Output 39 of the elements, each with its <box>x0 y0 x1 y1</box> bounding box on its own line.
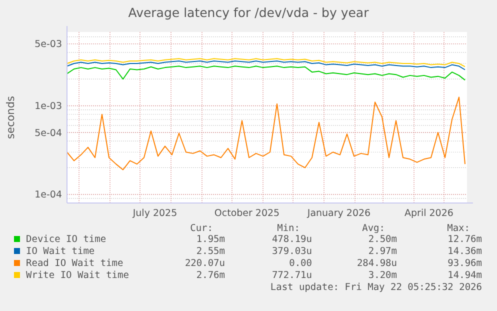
line-series <box>66 66 466 81</box>
text: 2.97m <box>368 246 398 257</box>
x-tick-label: January 2026 <box>306 208 371 219</box>
x-tick-label: April 2026 <box>404 208 454 219</box>
text: 478.19u <box>272 234 312 245</box>
line-series <box>66 58 466 68</box>
legend-label: Write IO Wait time <box>26 270 130 281</box>
line-series <box>66 60 466 70</box>
legend-label: Device IO time <box>26 234 106 245</box>
text: 2.76m <box>196 270 226 281</box>
text: 379.03u <box>272 246 312 257</box>
text: Min: <box>277 223 300 234</box>
x-tick-label: July 2025 <box>132 208 178 219</box>
text: 3.20m <box>368 270 398 281</box>
text: Cur: <box>190 223 213 234</box>
y-tick-label: 1e-04 <box>34 190 62 201</box>
y-tick-label: 5e-04 <box>34 128 62 139</box>
legend-label: IO Wait time <box>26 246 95 257</box>
text: Last update: Fri May 22 05:25:32 2026 <box>270 282 482 293</box>
text: 0.00 <box>289 258 312 269</box>
line-series <box>66 96 466 170</box>
chart-title: Average latency for /dev/vda - by year <box>128 5 370 20</box>
text: 12.76m <box>448 234 482 245</box>
x-tick-label: October 2025 <box>214 208 280 219</box>
legend-label: Read IO Wait time <box>26 258 124 269</box>
text: 93.96m <box>448 258 482 269</box>
text: 1.95m <box>196 234 226 245</box>
text: 220.07u <box>184 258 225 269</box>
text: Max: <box>447 223 470 234</box>
y-axis-title: seconds <box>5 96 17 139</box>
text: Avg: <box>362 223 385 234</box>
text: 14.36m <box>448 246 482 257</box>
text: 2.50m <box>368 234 398 245</box>
text: 2.55m <box>196 246 226 257</box>
text: 284.98u <box>356 258 397 269</box>
y-tick-label: 1e-03 <box>34 101 62 112</box>
y-tick-label: 5e-03 <box>34 39 62 50</box>
text: 14.94m <box>448 270 482 281</box>
text: 772.71u <box>272 270 312 281</box>
